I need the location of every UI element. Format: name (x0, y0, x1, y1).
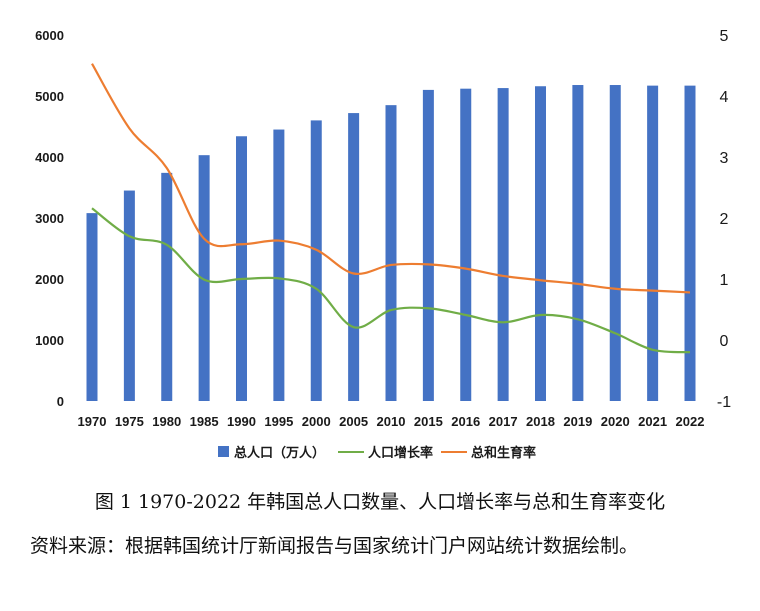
x-tick-label: 2020 (601, 414, 630, 429)
source-note: 资料来源：根据韩国统计厅新闻报告与国家统计门户网站统计数据绘制。 (30, 535, 639, 557)
left-tick-label: 3000 (35, 211, 64, 226)
x-tick-label: 2005 (339, 414, 368, 429)
bar (310, 120, 322, 402)
x-axis: 1970 1975 1980 1985 1990 1995 2000 2005 2010 2015… (78, 414, 705, 429)
left-tick-label: 6000 (35, 28, 64, 43)
legend: 总人口（万人） 人口增长率 总和生育率 (218, 445, 536, 461)
bar (273, 129, 285, 402)
bar (348, 113, 360, 401)
right-tick-label: 1 (720, 272, 729, 289)
right-tick-label: -1 (717, 394, 731, 411)
population-bars (86, 85, 696, 402)
left-tick-label: 5000 (35, 89, 64, 104)
x-tick-label: 2000 (302, 414, 331, 429)
bar (572, 85, 584, 402)
right-axis: -1 0 1 2 3 4 5 (717, 28, 731, 411)
x-tick-label: 2021 (638, 414, 667, 429)
left-tick-label: 1000 (35, 333, 64, 348)
bar (647, 85, 659, 401)
x-tick-label: 2019 (563, 414, 592, 429)
bar (460, 88, 472, 402)
bar (535, 86, 546, 402)
left-tick-label: 2000 (35, 272, 64, 287)
rate-lines (91, 63, 691, 354)
x-tick-label: 1980 (152, 414, 181, 429)
legend-swatch (218, 446, 229, 457)
bar (385, 105, 397, 402)
legend-label: 总和生育率 (471, 445, 536, 461)
legend-label: 总人口（万人） (234, 445, 325, 461)
left-tick-label: 0 (57, 394, 64, 409)
right-tick-label: 4 (720, 89, 729, 106)
bar (161, 172, 173, 401)
bar (198, 155, 210, 401)
bar (422, 89, 434, 402)
right-tick-label: 2 (720, 211, 729, 228)
right-tick-label: 5 (720, 28, 729, 45)
left-axis: 0 1000 2000 3000 4000 5000 6000 (35, 28, 64, 409)
left-tick-label: 4000 (35, 150, 64, 165)
x-tick-label: 2010 (377, 414, 406, 429)
bar (86, 213, 98, 401)
bar (236, 136, 247, 401)
x-tick-label: 1990 (227, 414, 256, 429)
bar (684, 85, 696, 401)
right-tick-label: 0 (720, 333, 729, 350)
series-line (91, 63, 691, 294)
right-tick-label: 3 (720, 150, 729, 167)
x-tick-label: 1975 (115, 414, 144, 429)
x-tick-label: 2017 (489, 414, 518, 429)
x-tick-label: 2015 (414, 414, 443, 429)
x-tick-label: 1970 (78, 414, 107, 429)
x-tick-label: 1985 (190, 414, 219, 429)
x-tick-label: 1995 (264, 414, 293, 429)
bar (123, 190, 135, 401)
x-tick-label: 2018 (526, 414, 555, 429)
legend-label: 人口增长率 (368, 445, 433, 461)
bar (497, 88, 509, 401)
x-tick-label: 2022 (676, 414, 705, 429)
x-tick-label: 2016 (451, 414, 480, 429)
series-line (91, 207, 691, 354)
figure-caption: 图 1 1970-2022 年韩国总人口数量、人口增长率与总和生育率变化 (94, 491, 666, 513)
bar (609, 85, 621, 402)
